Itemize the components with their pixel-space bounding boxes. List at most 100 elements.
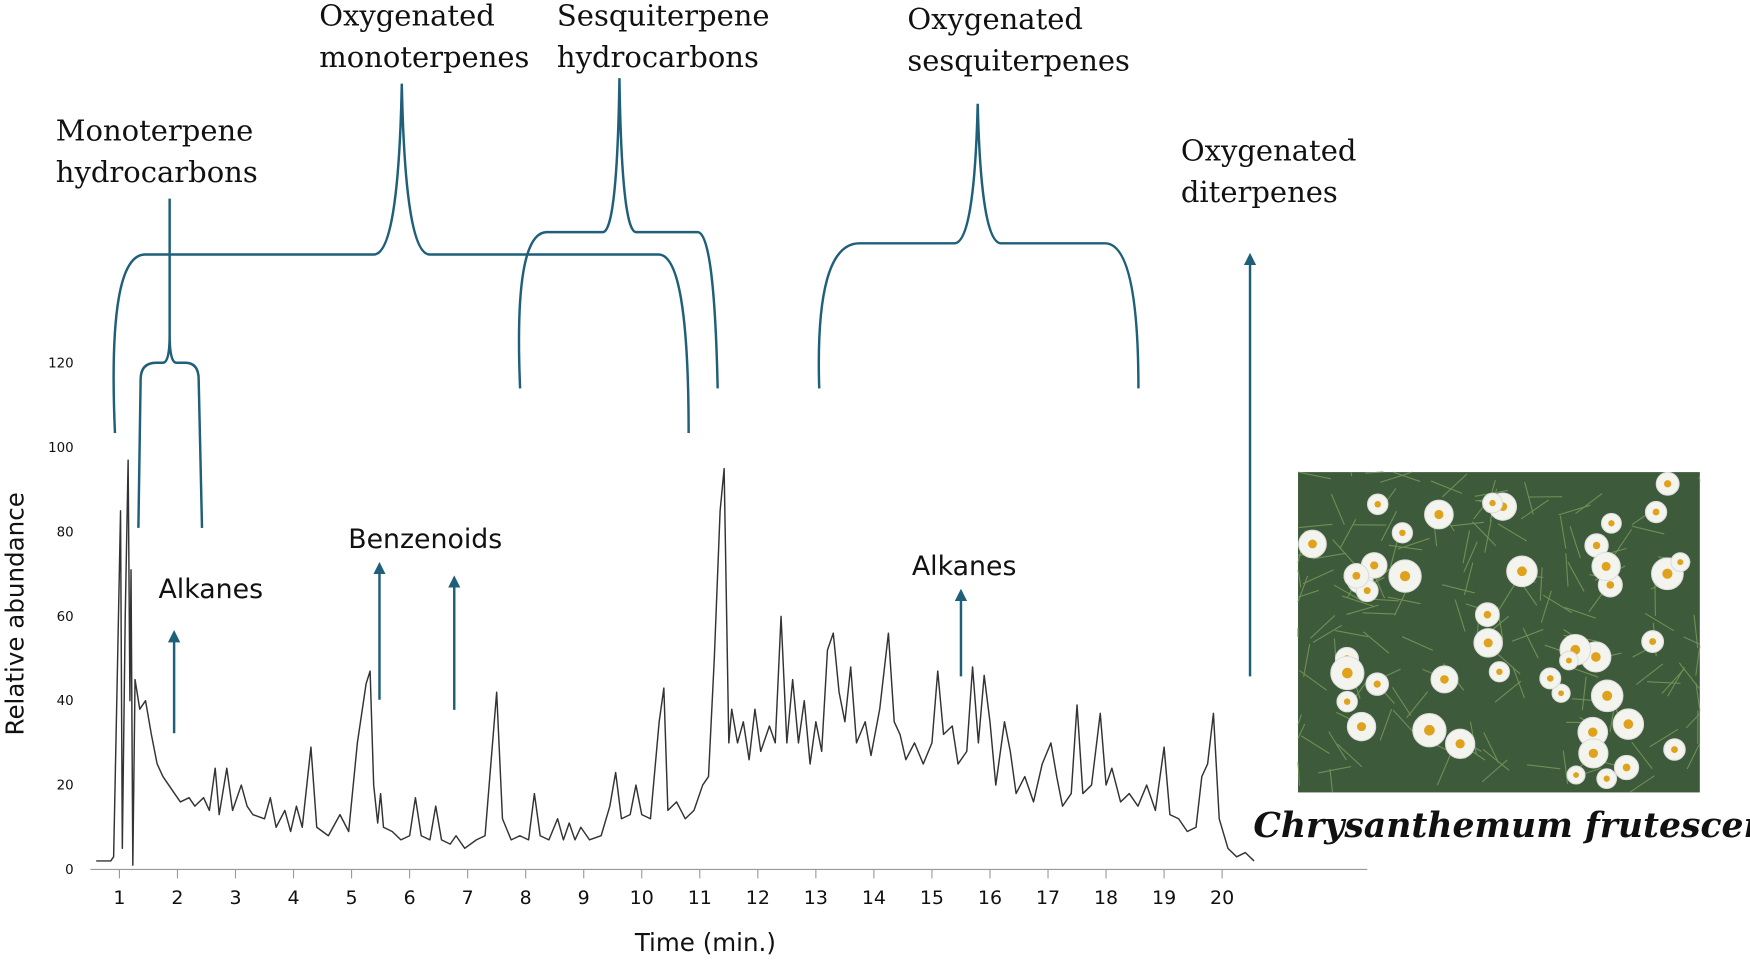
daisy-center bbox=[1440, 675, 1449, 684]
stem bbox=[1297, 589, 1319, 598]
daisy-center bbox=[1652, 508, 1660, 516]
daisy-center bbox=[1565, 657, 1572, 664]
stem bbox=[1302, 569, 1334, 585]
stem bbox=[1333, 584, 1364, 602]
stem bbox=[1559, 515, 1567, 549]
stem bbox=[1392, 709, 1417, 736]
stem bbox=[1335, 630, 1369, 638]
peak-label: Benzenoids bbox=[348, 524, 502, 555]
stem bbox=[1496, 583, 1516, 613]
figure-caption: Chrysanthemum frutescens bbox=[1253, 806, 1750, 846]
stem bbox=[1297, 570, 1302, 588]
daisy-center bbox=[1308, 539, 1317, 549]
daisy-center bbox=[1591, 652, 1601, 662]
stem bbox=[1337, 743, 1363, 768]
stem bbox=[1312, 552, 1346, 560]
x-tick-label: 15 bbox=[920, 887, 944, 909]
x-tick-label: 6 bbox=[404, 887, 416, 909]
stem bbox=[1683, 636, 1701, 645]
stem bbox=[1567, 561, 1585, 592]
peak-label: Alkanes bbox=[912, 551, 1017, 582]
stem bbox=[1661, 668, 1685, 694]
stem bbox=[1392, 687, 1412, 716]
x-tick-label: 3 bbox=[229, 887, 241, 909]
group-label: monoterpenes bbox=[319, 40, 529, 74]
stem bbox=[1540, 590, 1552, 623]
stem bbox=[1299, 670, 1328, 691]
x-tick-label: 13 bbox=[804, 887, 828, 909]
stem bbox=[1406, 691, 1429, 719]
x-tick-label: 5 bbox=[346, 887, 358, 909]
stem bbox=[1511, 628, 1544, 642]
y-tick-label: 60 bbox=[57, 610, 74, 625]
group-label: sesquiterpenes bbox=[907, 43, 1130, 77]
x-tick-label: 17 bbox=[1036, 887, 1060, 909]
daisy-center bbox=[1352, 571, 1361, 580]
stem bbox=[1542, 594, 1573, 614]
stem bbox=[1362, 612, 1397, 615]
stem bbox=[1494, 680, 1522, 703]
group-label: hydrocarbons bbox=[56, 155, 258, 189]
stem bbox=[1463, 562, 1474, 596]
daisy-center bbox=[1546, 675, 1554, 682]
stem bbox=[1332, 539, 1356, 565]
x-tick-label: 2 bbox=[171, 887, 183, 909]
daisy-center bbox=[1370, 561, 1379, 570]
daisy-center bbox=[1664, 480, 1672, 488]
stem bbox=[1430, 480, 1463, 494]
x-tick-label: 19 bbox=[1152, 887, 1176, 909]
daisy-center bbox=[1622, 763, 1631, 772]
stem bbox=[1647, 681, 1681, 684]
stem bbox=[1365, 471, 1384, 474]
daisy-center bbox=[1483, 638, 1493, 648]
daisy-center bbox=[1623, 719, 1634, 729]
stem bbox=[1497, 523, 1528, 542]
x-tick-label: 9 bbox=[578, 887, 590, 909]
stem bbox=[1472, 521, 1497, 547]
stem bbox=[1392, 471, 1421, 483]
stem bbox=[1520, 499, 1550, 520]
stem bbox=[1312, 624, 1343, 643]
stem bbox=[1481, 759, 1508, 783]
stem bbox=[1484, 519, 1492, 553]
stem bbox=[1402, 636, 1434, 651]
group-label: Oxygenated bbox=[319, 0, 495, 33]
stem bbox=[1698, 476, 1701, 482]
x-tick-label: 1 bbox=[113, 887, 125, 909]
group-label: Sesquiterpene bbox=[557, 0, 770, 33]
x-axis-label: Time (min.) bbox=[634, 928, 776, 957]
stem bbox=[1695, 646, 1701, 676]
stem bbox=[1565, 553, 1569, 587]
daisy-center bbox=[1517, 566, 1527, 577]
stem bbox=[1303, 643, 1311, 678]
x-tick-label: 4 bbox=[287, 887, 299, 909]
daisy-center bbox=[1434, 509, 1444, 520]
daisy-center bbox=[1671, 746, 1678, 753]
stem bbox=[1330, 493, 1345, 526]
y-tick-label: 0 bbox=[65, 863, 74, 878]
peak-label: Alkanes bbox=[158, 574, 263, 605]
stem bbox=[1462, 530, 1471, 564]
flower-photo bbox=[1297, 471, 1701, 793]
daisy-center bbox=[1601, 561, 1611, 571]
bracket bbox=[517, 78, 719, 389]
x-tick-label: 11 bbox=[688, 887, 712, 909]
daisy-center bbox=[1573, 772, 1579, 778]
x-tick-label: 20 bbox=[1210, 887, 1234, 909]
stem bbox=[1350, 471, 1353, 477]
daisy-center bbox=[1677, 559, 1684, 566]
chromatogram-trace bbox=[96, 459, 1255, 866]
stem bbox=[1380, 471, 1413, 483]
stem bbox=[1685, 713, 1701, 729]
stem bbox=[1539, 567, 1543, 601]
daisy-center bbox=[1455, 739, 1465, 749]
x-tick-label: 14 bbox=[862, 887, 886, 909]
stem bbox=[1379, 708, 1393, 741]
daisy-center bbox=[1662, 568, 1673, 579]
stem bbox=[1300, 735, 1330, 755]
x-tick-label: 16 bbox=[978, 887, 1002, 909]
daisy-center bbox=[1649, 638, 1657, 646]
stem bbox=[1483, 732, 1499, 763]
daisy-center bbox=[1363, 587, 1371, 595]
daisy-center bbox=[1608, 520, 1615, 527]
